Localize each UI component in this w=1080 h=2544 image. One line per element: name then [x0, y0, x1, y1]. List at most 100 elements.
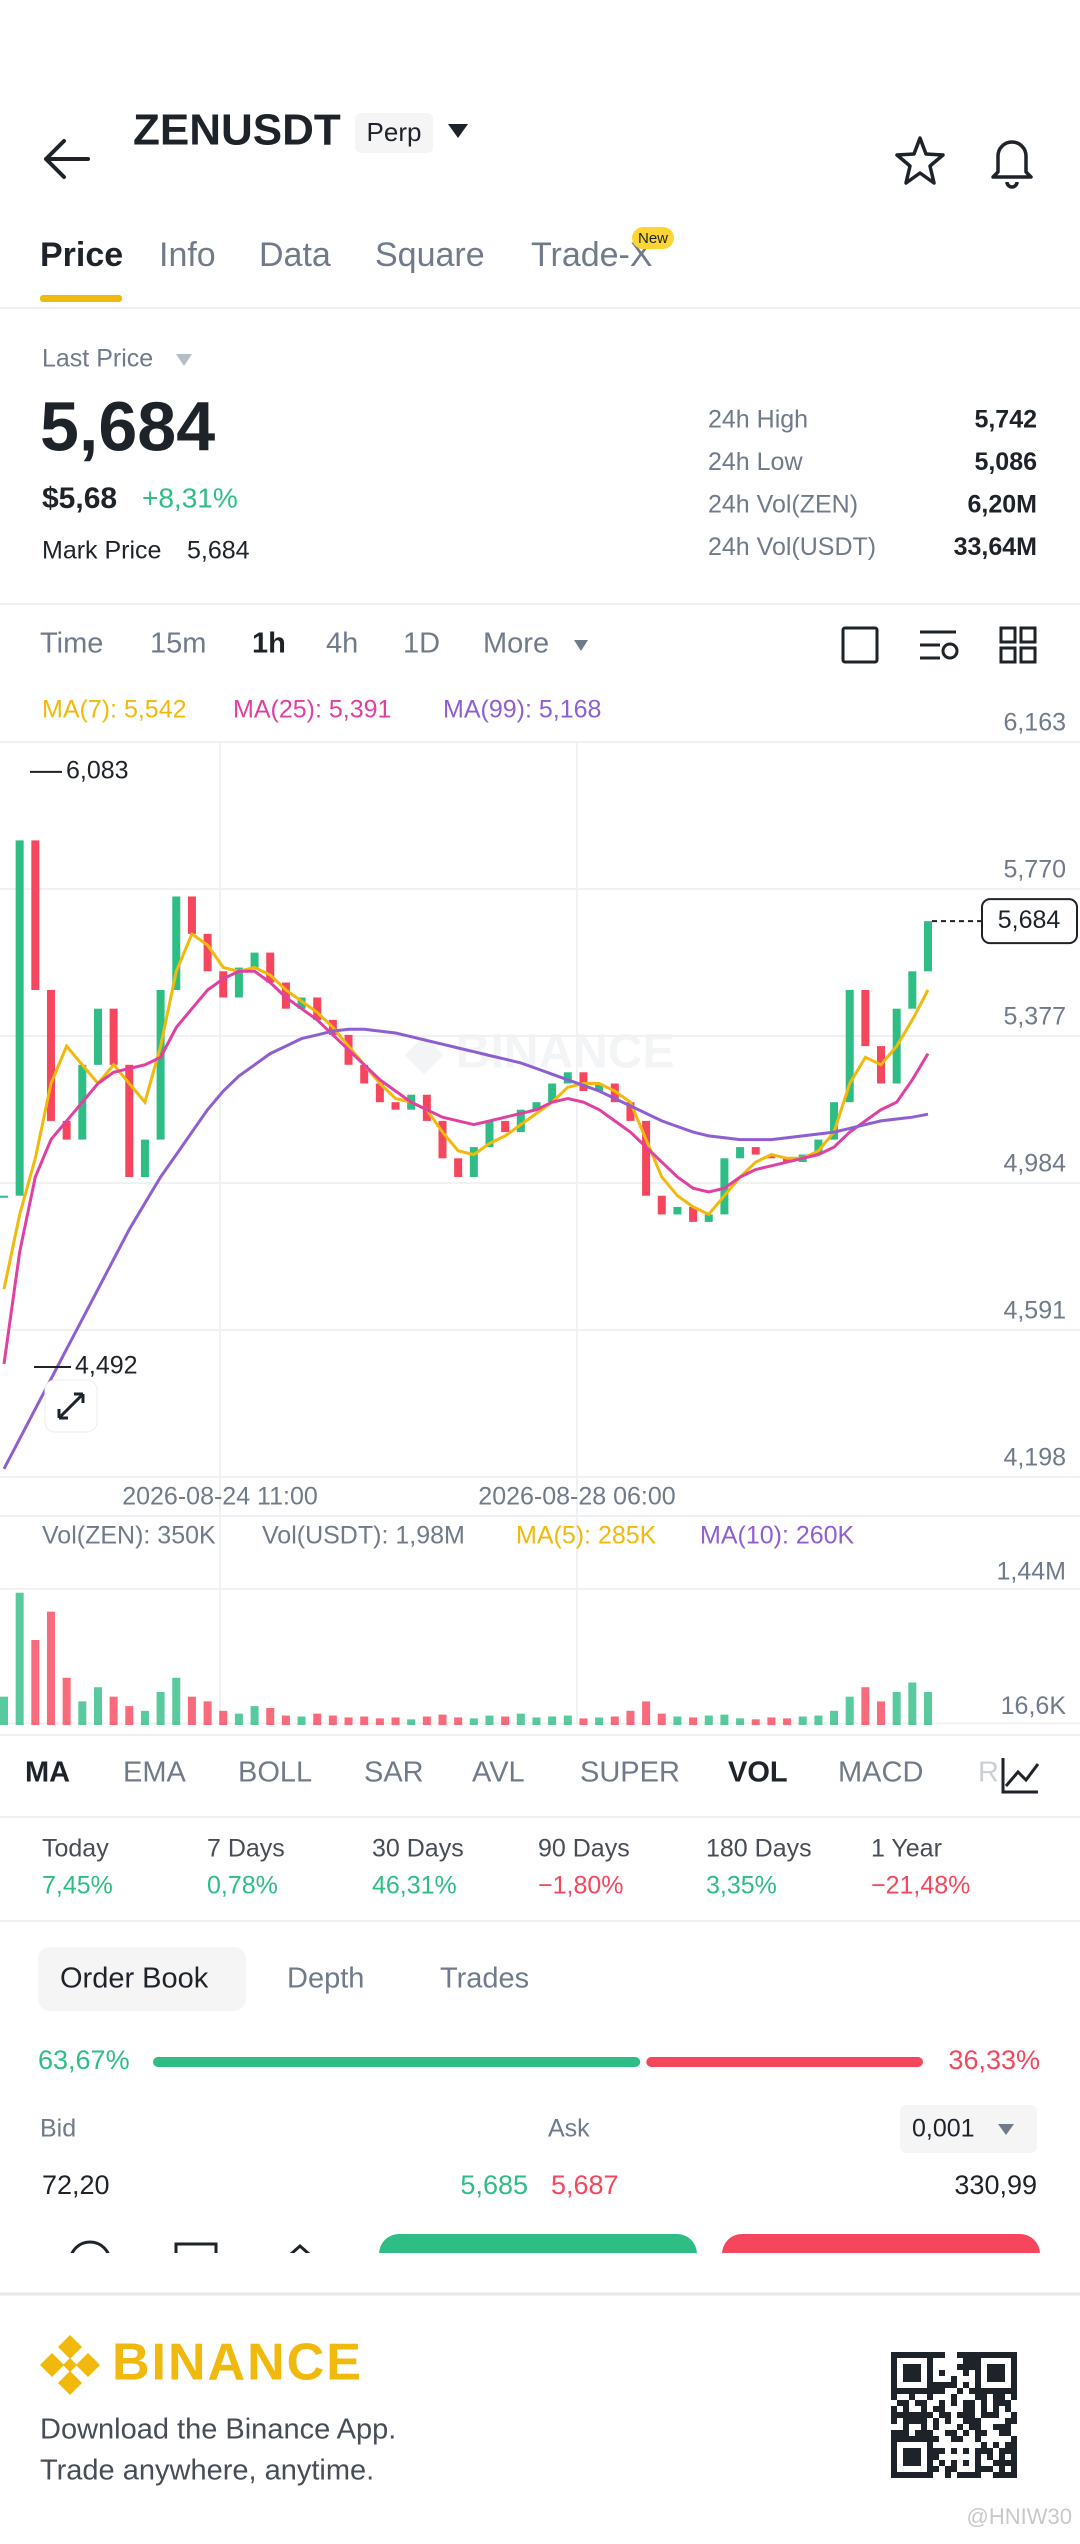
- candle: [391, 1102, 400, 1110]
- qr-cell: [987, 2448, 993, 2454]
- qr-code: [891, 2352, 1017, 2478]
- fullscreen-icon[interactable]: [841, 626, 879, 664]
- qr-cell: [939, 2400, 945, 2406]
- candle: [908, 971, 917, 1009]
- candle: [548, 1083, 557, 1103]
- layout-icon[interactable]: [999, 626, 1037, 664]
- perf-label: 1 Year: [871, 1835, 942, 1863]
- candle: [673, 1206, 682, 1215]
- qr-cell: [903, 2448, 909, 2454]
- qr-cell: [1011, 2352, 1017, 2358]
- indicator-tab[interactable]: EMA: [123, 1757, 187, 1789]
- qr-cell: [1005, 2430, 1011, 2436]
- qr-cell: [933, 2382, 939, 2388]
- qr-cell: [915, 2448, 921, 2454]
- qr-cell: [945, 2472, 951, 2478]
- qr-cell: [1005, 2448, 1011, 2454]
- tab[interactable]: Trade-X: [531, 236, 653, 274]
- interval[interactable]: More: [483, 628, 549, 660]
- qr-cell: [993, 2442, 999, 2448]
- volume-bar: [548, 1716, 557, 1725]
- qr-cell: [963, 2370, 969, 2376]
- volume-bar: [516, 1713, 525, 1725]
- indicator-tab[interactable]: BOLL: [238, 1757, 312, 1789]
- candle: [845, 989, 854, 1103]
- qr-cell: [993, 2388, 999, 2394]
- indicator-tab[interactable]: SUPER: [580, 1757, 680, 1789]
- volume-bar: [845, 1696, 854, 1725]
- tab-indicator: [40, 295, 122, 302]
- qr-cell: [915, 2376, 921, 2382]
- qr-cell: [915, 2412, 921, 2418]
- indicator-tab[interactable]: MA: [25, 1757, 70, 1789]
- bid-price: 5,685: [460, 2170, 528, 2200]
- qr-cell: [933, 2418, 939, 2424]
- qr-cell: [963, 2412, 969, 2418]
- back-button[interactable]: [44, 139, 90, 179]
- mark-price: 5,684: [187, 537, 250, 565]
- qr-cell: [927, 2430, 933, 2436]
- qr-cell: [1011, 2442, 1017, 2448]
- volume-bar: [15, 1592, 24, 1725]
- qr-cell: [945, 2412, 951, 2418]
- perf-label: 7 Days: [207, 1835, 285, 1863]
- indicator-tab[interactable]: VOL: [728, 1757, 788, 1789]
- tab[interactable]: Price: [40, 236, 123, 274]
- qr-cell: [969, 2400, 975, 2406]
- perf-value: 0,78%: [207, 1872, 278, 1900]
- qr-cell: [999, 2430, 1005, 2436]
- last-price-label[interactable]: Last Price: [42, 345, 153, 373]
- orderbook-tab[interactable]: Order Book: [60, 1963, 209, 1995]
- last-price-box: [981, 898, 1078, 945]
- indicator-tab[interactable]: SAR: [364, 1757, 424, 1789]
- chart-tools[interactable]: [841, 626, 1037, 664]
- precision-select[interactable]: [900, 2105, 1037, 2153]
- qr-cell: [1011, 2412, 1017, 2418]
- candle: [266, 952, 275, 983]
- qr-cell: [999, 2472, 1005, 2478]
- orderbook-tab[interactable]: Trades: [440, 1963, 529, 1995]
- qr-cell: [903, 2370, 909, 2376]
- interval[interactable]: 4h: [326, 628, 358, 660]
- qr-cell: [921, 2400, 927, 2406]
- volume-bar: [422, 1716, 431, 1725]
- favorite-icon[interactable]: [895, 136, 945, 185]
- stat-value: 5,086: [974, 448, 1037, 476]
- tab[interactable]: Square: [375, 236, 485, 274]
- symbol-dropdown[interactable]: [448, 124, 468, 138]
- volume-bar: [172, 1677, 181, 1725]
- interval[interactable]: 1D: [403, 628, 440, 660]
- volume-bar: [125, 1706, 134, 1725]
- indicator-tab[interactable]: AVL: [472, 1757, 525, 1789]
- qr-cell: [969, 2364, 975, 2370]
- interval[interactable]: Time: [40, 628, 103, 660]
- tab[interactable]: Data: [259, 236, 331, 274]
- perf-value: 7,45%: [42, 1872, 113, 1900]
- qr-cell: [927, 2460, 933, 2466]
- qr-cell: [921, 2412, 927, 2418]
- indicator-settings[interactable]: [1001, 1758, 1040, 1794]
- indicator-tab[interactable]: MACD: [838, 1757, 923, 1789]
- orderbook-tab[interactable]: Depth: [287, 1963, 364, 1995]
- candle: [156, 989, 165, 1140]
- candle: [751, 1147, 760, 1155]
- qr-cell: [999, 2454, 1005, 2460]
- candle: [626, 1102, 635, 1121]
- qr-cell: [993, 2460, 999, 2466]
- interval[interactable]: 1h: [252, 628, 286, 660]
- alert-icon[interactable]: [991, 140, 1033, 189]
- qr-cell: [993, 2412, 999, 2418]
- brand-name: BINANCE: [112, 2334, 363, 2392]
- ma-legend-item: MA(99): 5,168: [443, 696, 601, 724]
- indicator-tab[interactable]: R: [978, 1757, 999, 1789]
- stat-label: 24h Vol(ZEN): [708, 491, 858, 519]
- settings-icon[interactable]: [920, 630, 956, 660]
- qr-cell: [939, 2352, 945, 2358]
- tab[interactable]: Info: [159, 236, 216, 274]
- qr-cell: [897, 2430, 903, 2436]
- qr-cell: [1005, 2352, 1011, 2358]
- volume-bar: [31, 1639, 40, 1725]
- candle: [861, 989, 870, 1047]
- interval[interactable]: 15m: [150, 628, 206, 660]
- y-tick-label: 4,984: [1003, 1150, 1066, 1178]
